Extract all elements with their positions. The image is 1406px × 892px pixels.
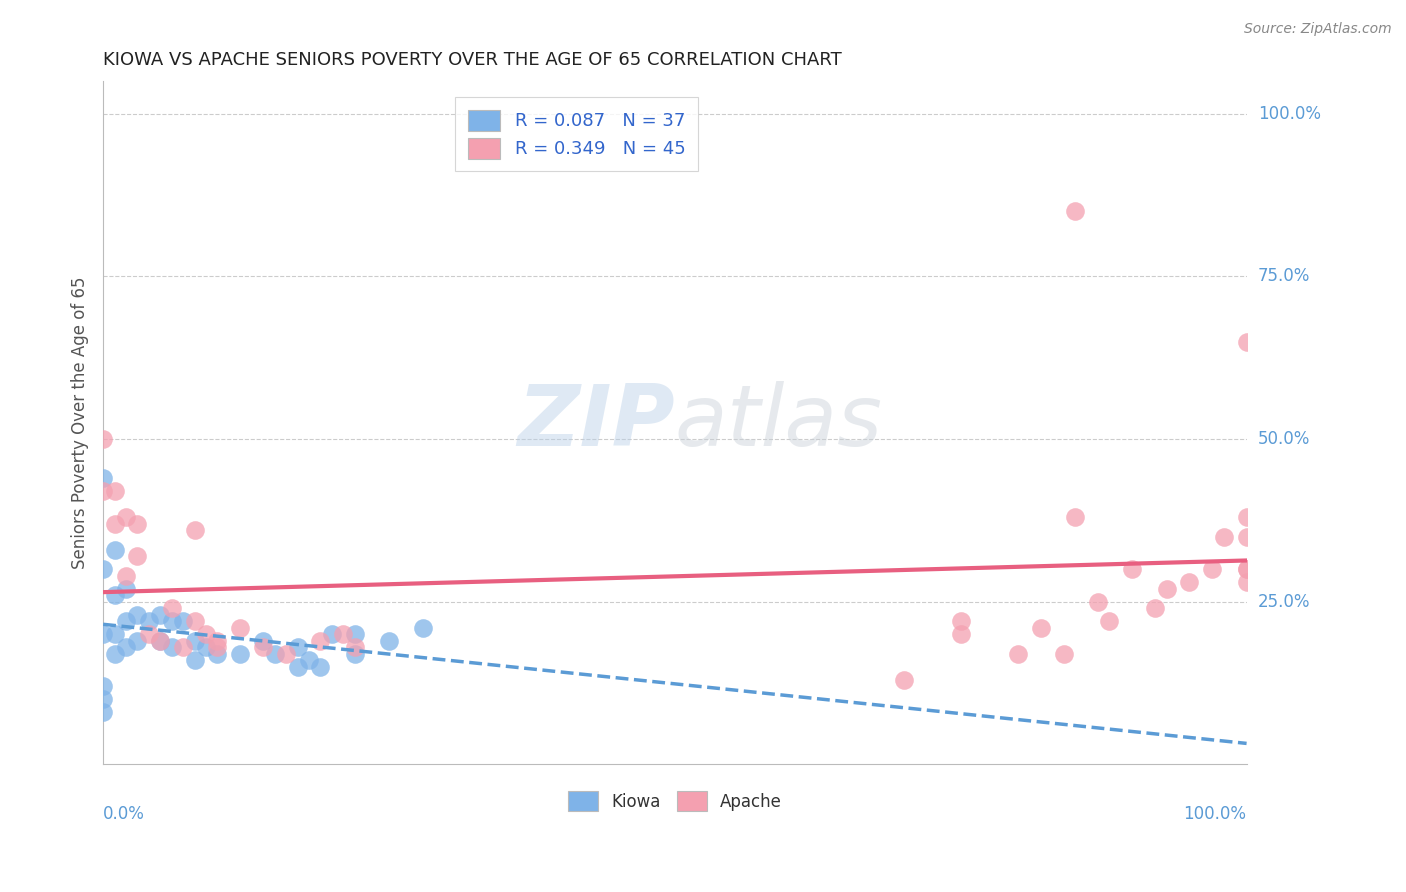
Point xyxy=(160,601,183,615)
Point xyxy=(160,640,183,655)
Point xyxy=(103,516,125,531)
Y-axis label: Seniors Poverty Over the Age of 65: Seniors Poverty Over the Age of 65 xyxy=(72,277,89,569)
Point xyxy=(103,588,125,602)
Point xyxy=(1144,601,1167,615)
Point xyxy=(115,614,138,628)
Point xyxy=(274,647,297,661)
Text: 100.0%: 100.0% xyxy=(1258,105,1320,123)
Text: 50.0%: 50.0% xyxy=(1258,430,1310,448)
Point xyxy=(1201,562,1223,576)
Point xyxy=(103,542,125,557)
Point xyxy=(127,607,149,622)
Point xyxy=(298,653,321,667)
Point xyxy=(893,673,915,687)
Point xyxy=(103,627,125,641)
Point xyxy=(949,614,972,628)
Point xyxy=(1098,614,1121,628)
Point xyxy=(252,640,274,655)
Point xyxy=(321,627,343,641)
Point xyxy=(91,484,114,499)
Point xyxy=(91,562,114,576)
Point xyxy=(183,633,205,648)
Point xyxy=(949,627,972,641)
Point xyxy=(149,633,172,648)
Text: atlas: atlas xyxy=(675,381,883,465)
Point xyxy=(115,582,138,596)
Point xyxy=(127,633,149,648)
Point xyxy=(1212,530,1234,544)
Point xyxy=(343,627,366,641)
Point xyxy=(207,633,229,648)
Point xyxy=(207,640,229,655)
Point xyxy=(1007,647,1029,661)
Point xyxy=(1156,582,1178,596)
Text: 0.0%: 0.0% xyxy=(103,805,145,823)
Point xyxy=(1121,562,1143,576)
Point xyxy=(195,640,218,655)
Point xyxy=(229,621,252,635)
Point xyxy=(91,692,114,706)
Point xyxy=(183,614,205,628)
Point xyxy=(115,640,138,655)
Text: Source: ZipAtlas.com: Source: ZipAtlas.com xyxy=(1244,22,1392,37)
Point xyxy=(1236,562,1258,576)
Point xyxy=(309,633,332,648)
Point xyxy=(183,523,205,537)
Point xyxy=(127,516,149,531)
Point xyxy=(252,633,274,648)
Point xyxy=(91,679,114,693)
Point xyxy=(91,471,114,485)
Point xyxy=(1064,204,1087,219)
Point xyxy=(1052,647,1074,661)
Point xyxy=(207,647,229,661)
Point xyxy=(115,510,138,524)
Point xyxy=(127,549,149,563)
Point xyxy=(115,568,138,582)
Point xyxy=(332,627,354,641)
Point xyxy=(1178,575,1201,590)
Point xyxy=(309,659,332,673)
Legend: Kiowa, Apache: Kiowa, Apache xyxy=(561,785,789,817)
Point xyxy=(91,705,114,719)
Point xyxy=(91,432,114,446)
Text: 75.0%: 75.0% xyxy=(1258,268,1310,285)
Point xyxy=(378,633,401,648)
Point xyxy=(287,659,309,673)
Point xyxy=(1064,510,1087,524)
Point xyxy=(1236,530,1258,544)
Point xyxy=(1236,562,1258,576)
Point xyxy=(183,653,205,667)
Point xyxy=(103,484,125,499)
Point xyxy=(195,627,218,641)
Point xyxy=(1236,334,1258,349)
Point xyxy=(160,614,183,628)
Point xyxy=(1236,510,1258,524)
Point xyxy=(287,640,309,655)
Point xyxy=(343,647,366,661)
Point xyxy=(91,627,114,641)
Point xyxy=(149,633,172,648)
Point xyxy=(343,640,366,655)
Point xyxy=(138,614,160,628)
Text: 25.0%: 25.0% xyxy=(1258,592,1310,611)
Text: 100.0%: 100.0% xyxy=(1184,805,1247,823)
Point xyxy=(103,647,125,661)
Point xyxy=(1029,621,1052,635)
Point xyxy=(1087,595,1109,609)
Point xyxy=(138,627,160,641)
Text: KIOWA VS APACHE SENIORS POVERTY OVER THE AGE OF 65 CORRELATION CHART: KIOWA VS APACHE SENIORS POVERTY OVER THE… xyxy=(103,51,842,69)
Point xyxy=(229,647,252,661)
Point xyxy=(149,607,172,622)
Text: ZIP: ZIP xyxy=(517,381,675,465)
Point xyxy=(263,647,285,661)
Point xyxy=(172,614,194,628)
Point xyxy=(1236,575,1258,590)
Point xyxy=(172,640,194,655)
Point xyxy=(412,621,434,635)
